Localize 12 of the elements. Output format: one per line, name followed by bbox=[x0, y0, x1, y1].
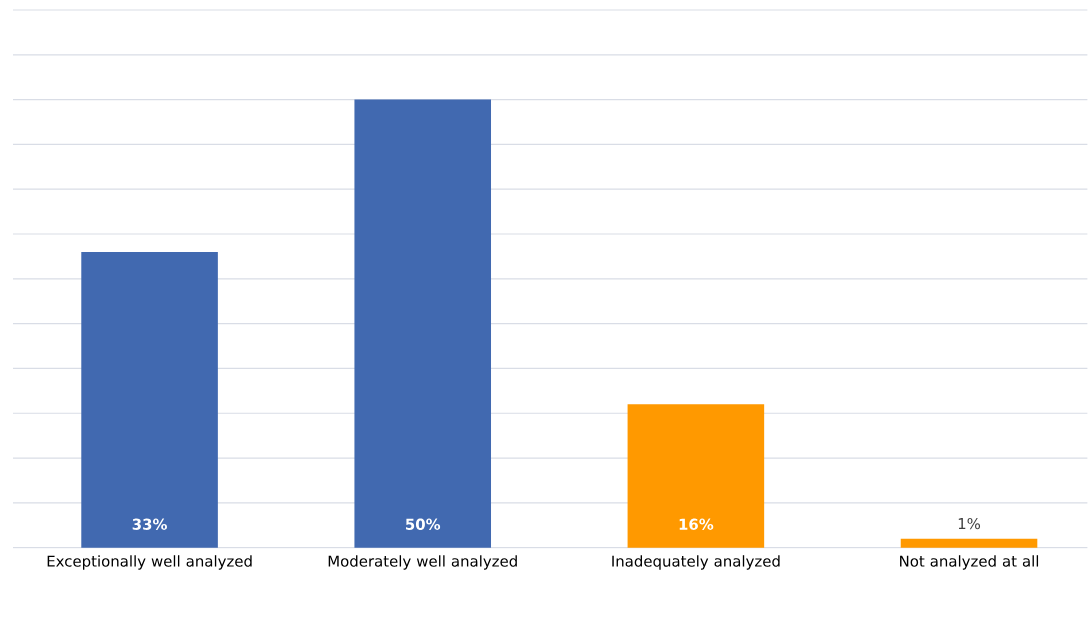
x-tick-label: Inadequately analyzed bbox=[612, 555, 780, 570]
x-tick-label: Exceptionally well analyzed bbox=[47, 555, 252, 570]
data-label: 1% bbox=[958, 518, 981, 530]
x-tick-label: Not analyzed at all bbox=[900, 555, 1039, 570]
data-label: 33% bbox=[132, 518, 167, 531]
data-label: 16% bbox=[679, 518, 714, 531]
bar bbox=[627, 404, 765, 548]
x-tick-label: Moderately well analyzed bbox=[328, 555, 517, 570]
bar bbox=[354, 99, 492, 548]
bar bbox=[900, 538, 1038, 548]
data-label: 50% bbox=[406, 518, 441, 531]
bar bbox=[81, 252, 218, 548]
